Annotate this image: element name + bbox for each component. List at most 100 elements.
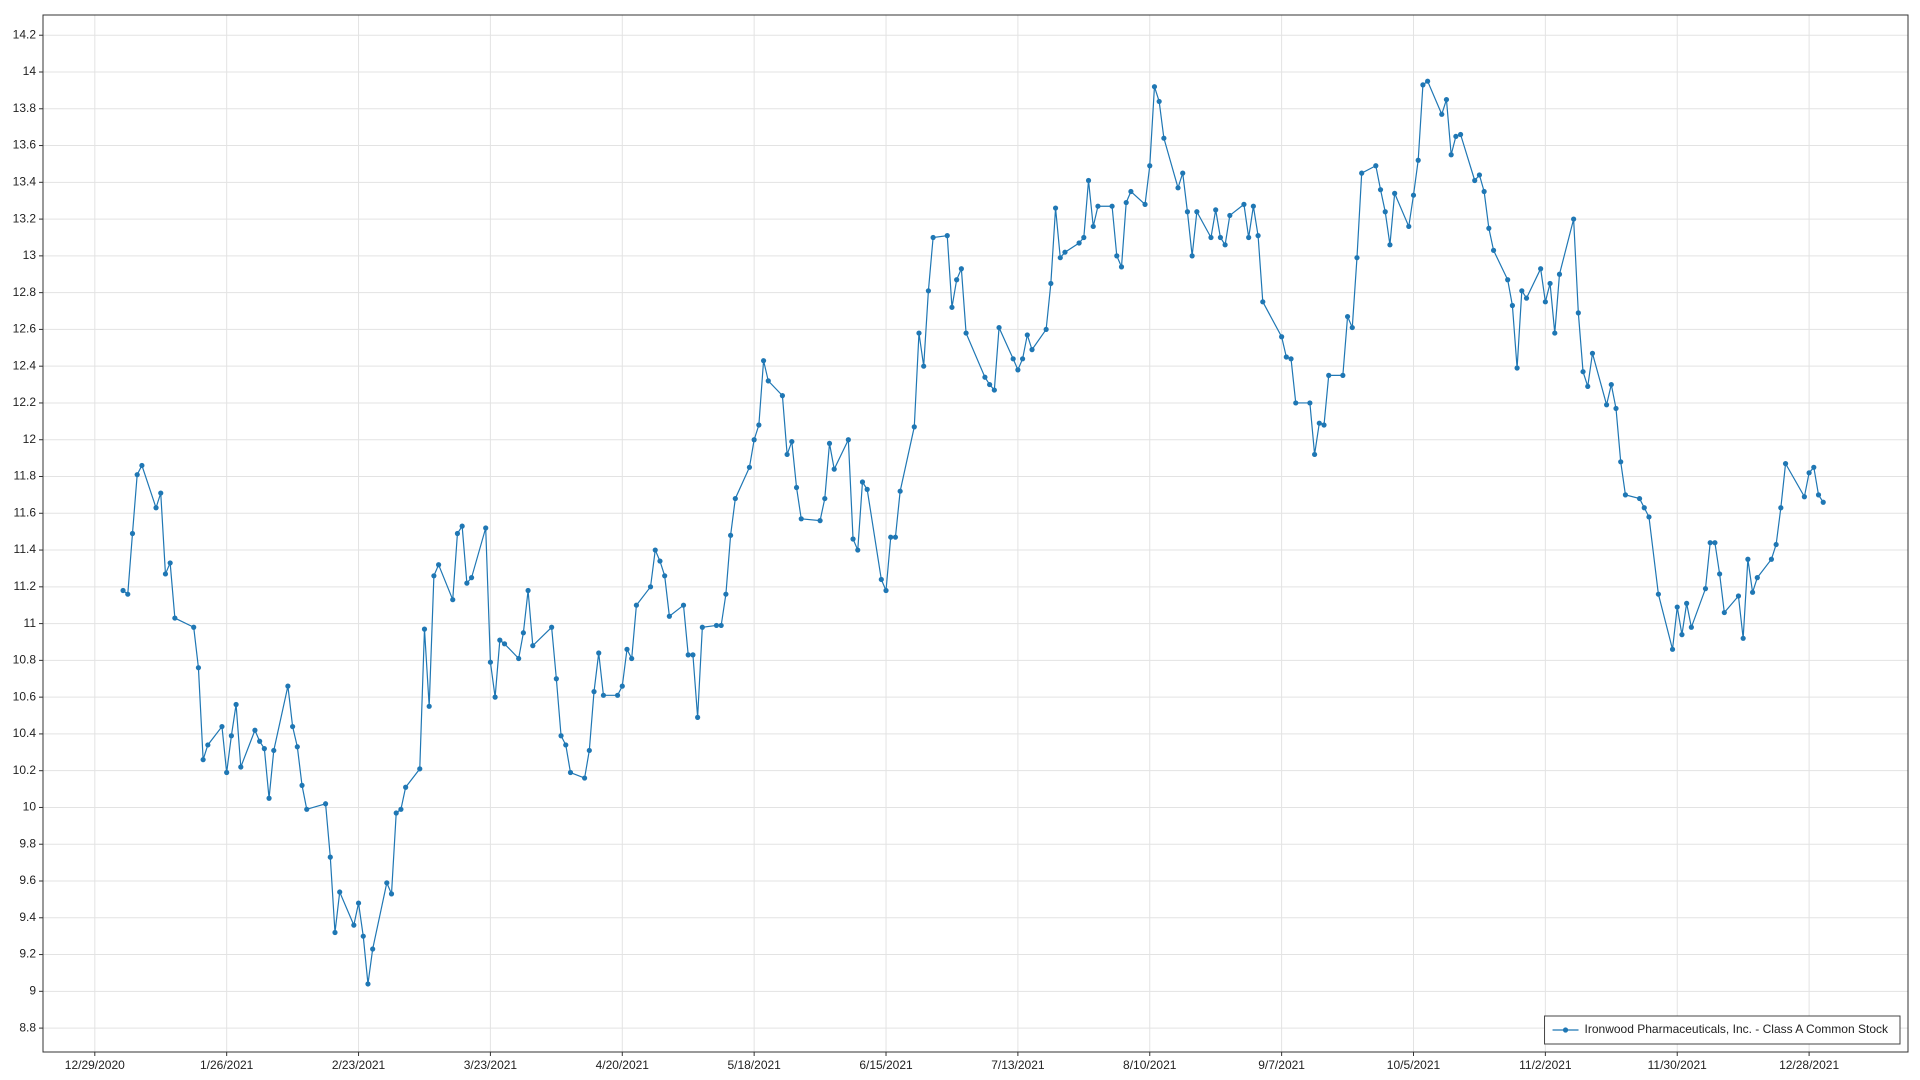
data-point	[1453, 133, 1459, 139]
data-point	[779, 393, 786, 399]
data-point	[436, 562, 442, 568]
data-point	[129, 530, 136, 537]
data-point	[826, 440, 833, 447]
data-point	[614, 692, 621, 698]
data-point	[459, 523, 465, 529]
data-point	[261, 746, 267, 752]
data-point	[1321, 422, 1327, 428]
data-point	[1151, 84, 1158, 90]
data-point	[793, 484, 800, 491]
data-point	[991, 387, 997, 393]
data-point	[487, 659, 494, 665]
data-point	[1806, 470, 1812, 476]
y-tick-label: 9	[29, 983, 36, 997]
data-point	[1552, 330, 1558, 336]
data-point	[746, 464, 753, 470]
y-tick-label: 11.2	[14, 579, 37, 593]
data-point	[1392, 190, 1398, 196]
data-point	[817, 518, 823, 524]
data-point	[417, 766, 423, 772]
data-point	[751, 437, 757, 443]
data-point	[845, 437, 851, 443]
data-point	[911, 424, 917, 430]
data-point	[1114, 253, 1120, 259]
y-tick-label: 11.6	[14, 505, 37, 519]
data-point	[1636, 495, 1643, 502]
data-point	[1349, 324, 1355, 331]
data-point	[365, 981, 371, 987]
data-point	[1749, 589, 1756, 595]
data-point	[666, 613, 672, 619]
x-tick-label: 2/23/2021	[332, 1058, 386, 1072]
data-point	[393, 810, 399, 816]
data-point	[238, 764, 244, 770]
data-point	[586, 747, 592, 754]
data-point	[1674, 604, 1680, 610]
data-point	[398, 806, 404, 812]
data-point	[633, 602, 640, 608]
data-point	[228, 733, 234, 739]
data-point	[1556, 271, 1563, 277]
x-tick-label: 10/5/2021	[1387, 1058, 1441, 1072]
x-tick-label: 3/23/2021	[464, 1058, 518, 1072]
data-point	[878, 576, 884, 583]
data-point	[1712, 540, 1718, 546]
x-tick-label: 12/29/2020	[65, 1058, 125, 1072]
y-tick-label: 9.8	[19, 836, 36, 850]
data-point	[1415, 157, 1421, 163]
data-point	[1316, 420, 1322, 426]
data-point	[525, 587, 531, 594]
y-tick-label: 13.8	[13, 101, 37, 115]
data-point	[1043, 326, 1049, 333]
data-point	[224, 769, 230, 776]
y-tick-label: 12.8	[13, 285, 37, 299]
data-point	[200, 757, 206, 763]
legend-swatch-dot	[1562, 1027, 1569, 1033]
data-point	[624, 646, 630, 652]
data-point	[1217, 234, 1223, 241]
data-point	[520, 630, 526, 636]
data-point	[1019, 356, 1026, 362]
data-point	[699, 624, 705, 630]
data-point	[591, 689, 597, 695]
data-point	[1571, 216, 1577, 222]
data-point	[384, 880, 390, 886]
data-point	[450, 597, 456, 603]
data-point	[294, 744, 300, 750]
data-point	[530, 643, 536, 649]
data-point	[822, 495, 828, 502]
data-point	[1608, 381, 1614, 388]
data-point	[1448, 152, 1454, 158]
data-point	[1443, 96, 1450, 103]
data-point	[1773, 541, 1779, 548]
data-point	[850, 536, 856, 542]
y-tick-label: 13	[23, 248, 37, 262]
data-point	[1768, 556, 1775, 562]
data-point	[1815, 492, 1822, 498]
data-point	[1109, 203, 1115, 209]
data-point	[713, 622, 720, 629]
x-tick-label: 9/7/2021	[1258, 1058, 1305, 1072]
data-point	[1589, 350, 1596, 356]
data-point	[563, 742, 569, 748]
data-point	[1081, 234, 1087, 241]
data-point	[1505, 277, 1511, 283]
data-point	[695, 714, 701, 720]
data-point	[1655, 591, 1661, 597]
data-point	[930, 234, 936, 241]
data-point	[1547, 280, 1553, 287]
data-point	[925, 288, 932, 294]
data-point	[784, 451, 790, 458]
data-point	[172, 615, 178, 621]
data-point	[454, 530, 461, 537]
x-tick-label: 12/28/2021	[1779, 1058, 1839, 1072]
data-point	[996, 324, 1002, 331]
data-point	[497, 637, 503, 643]
y-tick-label: 12.4	[13, 358, 37, 372]
data-point	[1420, 82, 1426, 88]
data-point	[1123, 199, 1129, 206]
data-point	[1387, 242, 1393, 248]
y-tick-label: 10.6	[13, 689, 37, 703]
data-point	[1180, 170, 1186, 176]
